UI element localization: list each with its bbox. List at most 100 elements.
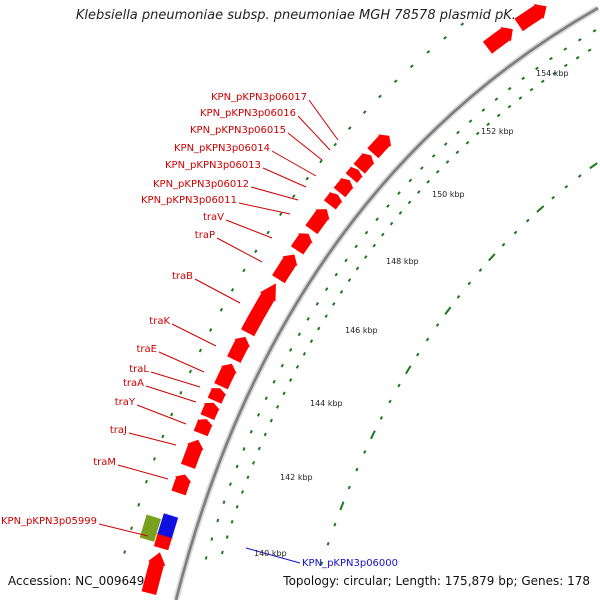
ruler-tick	[302, 352, 307, 356]
gene-label-KPN_pKPN3p05999[interactable]: KPN_pKPN3p05999	[1, 516, 97, 527]
ruler-tick	[393, 79, 398, 84]
gene-arrow-forward[interactable]	[353, 153, 375, 174]
gene-label-traJ[interactable]: traJ	[110, 425, 127, 436]
gene-arrow-forward[interactable]	[345, 166, 364, 183]
ruler-tick	[420, 166, 424, 170]
ruler-tick	[230, 520, 234, 524]
gene-label-traY[interactable]: traY	[115, 397, 136, 408]
gene-arrow-forward[interactable]	[290, 233, 313, 255]
ruler-tick	[222, 500, 226, 505]
ruler-tick	[257, 412, 261, 417]
gene-label-KPN_pKPN3p06015[interactable]: KPN_pKPN3p06015	[190, 125, 286, 136]
gene-arrow-forward[interactable]	[214, 363, 237, 390]
gene-label-KPN_pKPN3p06014[interactable]: KPN_pKPN3p06014	[174, 143, 270, 154]
ruler-label-154kbp: 154 kbp	[536, 69, 569, 78]
gene-arrow-forward[interactable]	[241, 283, 276, 337]
gene-label-traK[interactable]: traK	[149, 316, 170, 327]
ruler-tick	[347, 278, 352, 282]
label-leader-lines	[98, 99, 339, 564]
ruler-tick	[333, 142, 337, 147]
ruler-tick	[525, 218, 530, 223]
ruler-tick	[320, 561, 324, 566]
ruler-tick	[152, 457, 156, 461]
ruler-tick	[425, 337, 430, 342]
ruler-label-144kbp: 144 kbp	[310, 399, 343, 408]
ruler-tick	[209, 328, 213, 332]
ruler-tick	[144, 479, 148, 484]
gene-label-traL[interactable]: traL	[129, 364, 149, 375]
ruler-tick	[225, 535, 229, 539]
gene-labels: KPN_pKPN3p06017 KPN_pKPN3p06016 KPN_pKPN…	[1, 92, 398, 569]
ruler-tick	[416, 190, 421, 194]
ruler-tick	[426, 50, 431, 54]
ruler-tick	[501, 242, 506, 247]
ruler-tick	[468, 119, 473, 123]
gene-label-traM[interactable]: traM	[93, 457, 116, 468]
gene-arrow-forward[interactable]	[323, 191, 343, 210]
label-leader-line	[262, 167, 307, 188]
gene-label-KPN_pKPN3p06000[interactable]: KPN_pKPN3p06000	[302, 558, 398, 569]
ruler-tick	[276, 404, 280, 409]
gene-arrow-forward[interactable]	[207, 388, 227, 404]
ruler-tick	[230, 288, 235, 292]
ruler-tick	[529, 87, 534, 92]
ruler-tick	[481, 108, 486, 112]
ruler-tick	[405, 365, 412, 375]
gene-arrow-forward[interactable]	[514, 4, 547, 32]
gene-arrow-forward[interactable]	[200, 402, 221, 420]
ruler-tick	[354, 244, 358, 249]
gene-label-traE[interactable]: traE	[137, 344, 157, 355]
gene-label-KPN_pKPN3p06012[interactable]: KPN_pKPN3p06012	[153, 179, 249, 190]
ruler-tick	[289, 378, 293, 382]
ruler-tick	[305, 176, 309, 181]
ruler-tick	[397, 383, 401, 388]
ruler-tick	[426, 179, 431, 184]
label-leader-line	[216, 237, 263, 263]
label-leader-line	[297, 115, 331, 151]
ruler-tick	[364, 255, 368, 259]
gene-arrow-forward[interactable]	[193, 419, 214, 437]
label-leader-line	[158, 351, 205, 373]
gene-arrow-forward[interactable]	[367, 134, 392, 159]
ruler-tick	[295, 364, 300, 369]
ruler-tick	[577, 174, 582, 178]
ruler-tick	[324, 287, 329, 291]
ruler-tick	[443, 142, 448, 146]
gene-arrow-forward[interactable]	[141, 552, 166, 595]
ruler-labels: 154 kbp 152 kbp 150 kbp 148 kbp 146 kbp …	[254, 69, 569, 558]
ruler-tick	[292, 194, 296, 199]
gene-arrow-forward[interactable]	[482, 27, 513, 54]
ruler-tick	[518, 96, 523, 100]
label-leader-line	[117, 464, 169, 480]
label-leader-line	[287, 132, 323, 161]
gene-label-KPN_pKPN3p06016[interactable]: KPN_pKPN3p06016	[200, 108, 296, 119]
label-leader-line	[150, 371, 201, 388]
gene-arrow-forward[interactable]	[305, 209, 330, 235]
ruler-tick	[297, 332, 301, 337]
gene-arrow-forward[interactable]	[333, 177, 354, 198]
gene-label-KPN_pKPN3p06011[interactable]: KPN_pKPN3p06011	[141, 195, 237, 206]
gene-label-traV[interactable]: traV	[203, 212, 224, 223]
gene-label-traA[interactable]: traA	[123, 378, 144, 389]
ruler-tick	[535, 66, 539, 71]
ruler-tick	[242, 447, 246, 451]
ruler-tick	[521, 76, 526, 81]
ruler-tick	[363, 450, 367, 454]
ruler-tick	[407, 200, 412, 205]
gene-label-KPN_pKPN3p06017[interactable]: KPN_pKPN3p06017	[211, 92, 307, 103]
gene-label-traP[interactable]: traP	[195, 230, 215, 241]
ruler-tick	[445, 160, 450, 164]
gene-arrow-forward[interactable]	[171, 474, 192, 496]
ruler-tick	[344, 258, 348, 263]
gene-arrow-reverse[interactable]	[157, 513, 179, 539]
ruler-tick	[389, 221, 394, 226]
gene-arrow-forward[interactable]	[227, 336, 251, 363]
ruler-tick	[137, 502, 141, 507]
ruler-tick	[264, 396, 268, 401]
ruler-tick	[575, 56, 580, 60]
gene-arrow-forward[interactable]	[180, 439, 204, 469]
gene-label-KPN_pKPN3p06013[interactable]: KPN_pKPN3p06013	[165, 160, 261, 171]
gene-label-traB[interactable]: traB	[172, 271, 193, 282]
gene-arrow-forward[interactable]	[272, 254, 298, 284]
